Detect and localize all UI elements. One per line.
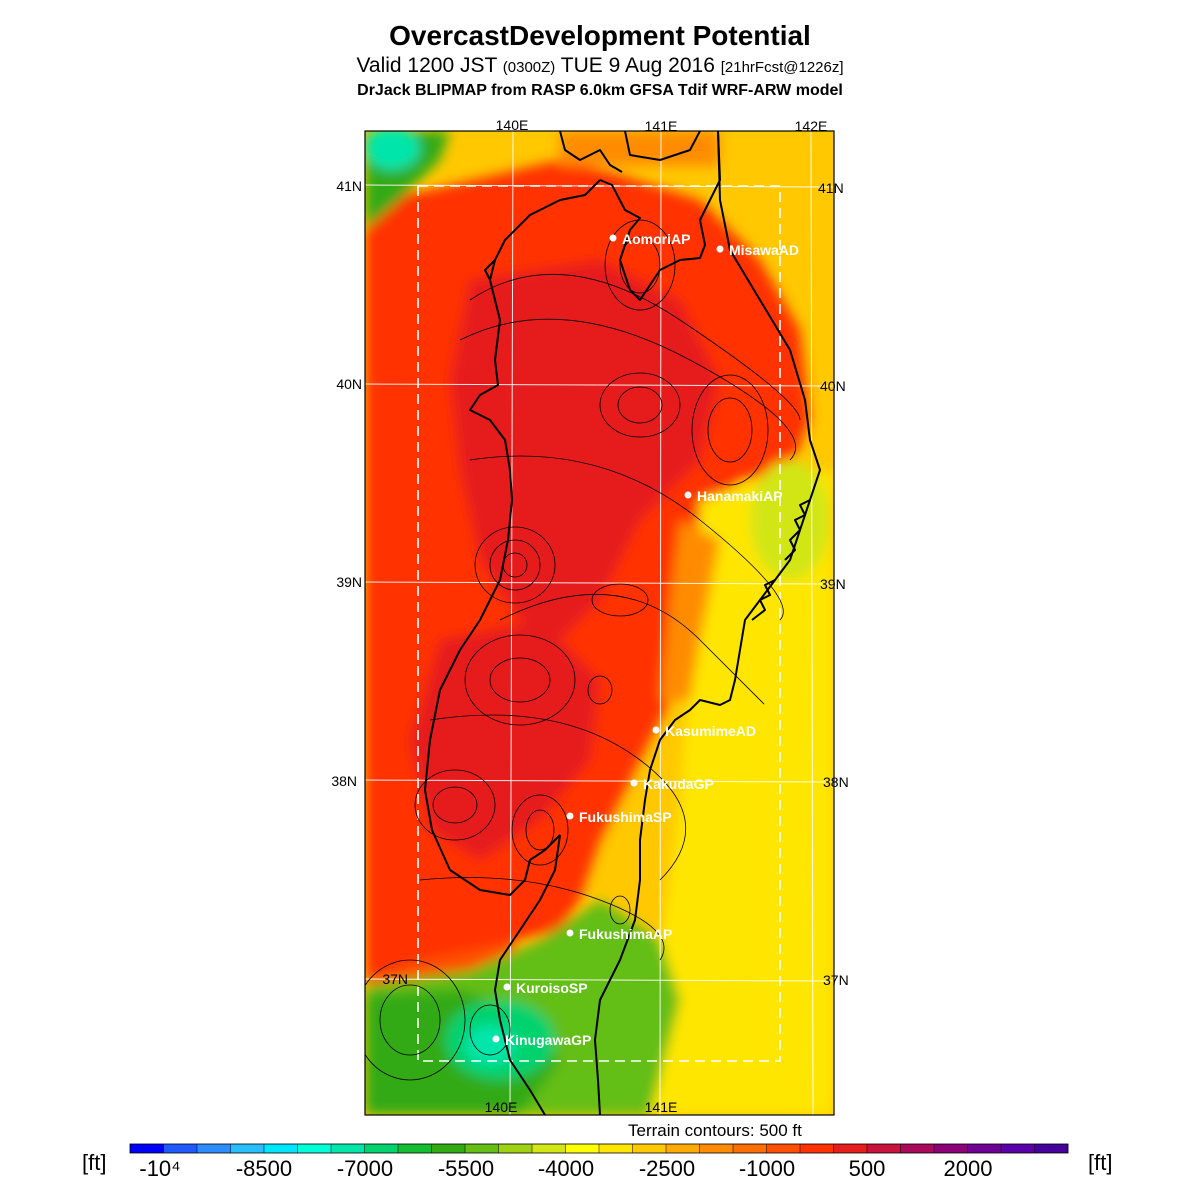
valid-date: TUE 9 Aug 2016 <box>560 54 715 77</box>
station-dot-hanamaki <box>684 491 692 499</box>
station-dot-kinugawa <box>492 1035 500 1043</box>
colorbar-swatch <box>197 1144 231 1153</box>
colorbar-swatch <box>699 1144 734 1153</box>
station-label-kasumime: KasumimeAD <box>665 723 756 739</box>
colorbar-label: -7000 <box>336 1156 394 1181</box>
colorbar-swatch <box>1001 1144 1035 1153</box>
colorbar <box>129 1143 1069 1154</box>
station-dot-kasumime <box>652 726 660 734</box>
colorbar-swatch <box>465 1144 499 1153</box>
colorbar-swatch <box>565 1144 600 1153</box>
colorbar-swatch <box>833 1144 868 1153</box>
colorbar-label: -5500 <box>437 1156 495 1181</box>
station-label-hanamaki: HanamakiAP <box>697 488 783 504</box>
potential-field <box>365 131 834 1115</box>
colorbar-unit-left: [ft] <box>82 1150 107 1175</box>
colorbar-swatch <box>800 1144 834 1153</box>
colorbar-swatch <box>398 1144 432 1153</box>
colorbar-swatch <box>900 1144 935 1153</box>
station-label-kakuda: KakudaGP <box>643 776 714 792</box>
colorbar-label: -2500 <box>638 1156 696 1181</box>
colorbar-label: 500 <box>848 1156 886 1181</box>
colorbar-swatch <box>766 1144 801 1153</box>
station-markers <box>492 234 724 1043</box>
station-label-aomori: AomoriAP <box>622 231 690 247</box>
lon-bottom-141e: 141E <box>645 1099 678 1115</box>
station-dot-aomori <box>609 234 617 242</box>
station-dot-misawa <box>716 245 724 253</box>
station-dot-kakuda <box>630 779 638 787</box>
map-title: OvercastDevelopment Potential <box>389 20 811 51</box>
valid-prefix: Valid 1200 JST <box>356 54 497 77</box>
valid-time-line: Valid 1200 JST (0300Z) TUE 9 Aug 2016 [2… <box>0 54 1200 78</box>
colorbar-swatch <box>297 1144 332 1153</box>
colorbar-swatch <box>632 1144 667 1153</box>
lat-right-41n: 41N <box>818 180 844 196</box>
colorbar-swatch <box>1034 1144 1069 1153</box>
forecast-info: [21hrFcst@1226z] <box>720 59 844 76</box>
lat-right-39n: 39N <box>820 576 846 592</box>
lat-left-39n: 39N <box>336 574 362 590</box>
lat-right-38n: 38N <box>823 774 849 790</box>
station-label-kuroiso: KuroisoSP <box>516 980 588 996</box>
colorbar-label: -8500 <box>235 1156 293 1181</box>
lat-right-40n: 40N <box>820 378 846 394</box>
colorbar-swatch <box>431 1144 466 1153</box>
colorbar-swatch <box>130 1144 164 1153</box>
colorbar-label: -1000 <box>738 1156 796 1181</box>
lat-left-37n: 37N <box>382 971 408 987</box>
station-dot-fukushima-sp <box>566 812 574 820</box>
lon-bottom-140e: 140E <box>485 1099 518 1115</box>
colorbar-unit-right: [ft] <box>1088 1150 1113 1175</box>
map-frame <box>364 130 835 1116</box>
model-line: DrJack BLIPMAP from RASP 6.0km GFSA Tdif… <box>357 82 843 99</box>
colorbar-label: -10⁴ <box>139 1156 181 1181</box>
colorbar-swatch <box>599 1144 633 1153</box>
station-label-fukushima-sp: FukushimaSP <box>579 809 672 825</box>
valid-utc: (0300Z) <box>502 59 556 76</box>
colorbar-swatch <box>666 1144 700 1153</box>
station-dot-kuroiso <box>503 983 511 991</box>
colorbar-swatch <box>967 1144 1002 1153</box>
lat-left-38n: 38N <box>331 773 357 789</box>
station-label-kinugawa: KinugawaGP <box>505 1032 591 1048</box>
lon-top-142e: 142E <box>795 118 828 134</box>
colorbar-swatch <box>498 1144 533 1153</box>
colorbar-label: 2000 <box>943 1156 993 1181</box>
lon-top-140e: 140E <box>496 117 529 133</box>
lat-left-40n: 40N <box>336 376 362 392</box>
colorbar-swatch <box>934 1144 968 1153</box>
terrain-contour-note: Terrain contours: 500 ft <box>628 1121 802 1140</box>
station-dot-fukushima-ap <box>566 929 574 937</box>
colorbar-swatch <box>532 1144 566 1153</box>
colorbar-label: -4000 <box>537 1156 595 1181</box>
station-label-misawa: MisawaAD <box>729 242 799 258</box>
lat-right-37n: 37N <box>823 972 849 988</box>
colorbar-swatch <box>733 1144 767 1153</box>
lon-top-141e: 141E <box>645 118 678 134</box>
colorbar-swatch <box>331 1144 365 1153</box>
colorbar-swatch <box>867 1144 901 1153</box>
colorbar-swatch <box>264 1144 298 1153</box>
colorbar-swatch <box>230 1144 265 1153</box>
lat-left-41n: 41N <box>336 178 362 194</box>
station-label-fukushima-ap: FukushimaAP <box>579 926 672 942</box>
colorbar-swatch <box>163 1144 198 1153</box>
colorbar-swatch <box>364 1144 399 1153</box>
